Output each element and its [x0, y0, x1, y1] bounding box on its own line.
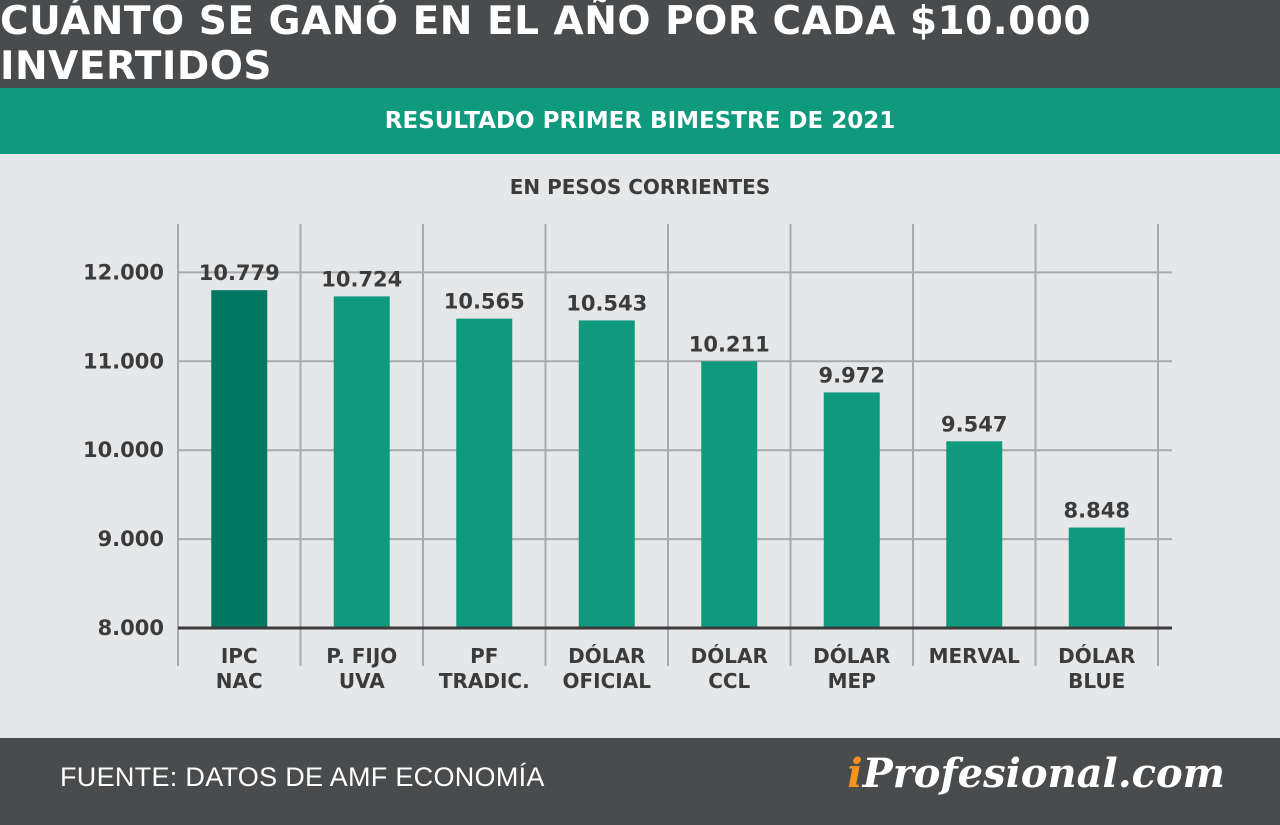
data-label: 10.779 — [199, 261, 280, 285]
x-tick-label: P. FIJO — [326, 644, 397, 668]
y-tick-label: 9.000 — [98, 527, 164, 551]
bar — [701, 361, 758, 628]
bar — [333, 296, 390, 628]
data-label: 10.211 — [689, 332, 770, 356]
x-tick-label: DÓLAR — [568, 644, 645, 668]
data-label: 10.724 — [321, 267, 402, 291]
x-tick-label: UVA — [339, 669, 385, 693]
y-tick-label: 8.000 — [98, 616, 164, 640]
x-tick-label: DÓLAR — [1058, 644, 1135, 668]
brand-logo-i: i — [847, 750, 863, 797]
x-tick-label: MEP — [828, 669, 876, 693]
x-tick-label: OFICIAL — [563, 669, 652, 693]
y-tick-label: 10.000 — [83, 438, 164, 462]
bar — [578, 320, 635, 628]
x-tick-label: DÓLAR — [813, 644, 890, 668]
y-tick-label: 12.000 — [83, 260, 164, 284]
x-tick-label: CCL — [708, 669, 750, 693]
footer: FUENTE: DATOS DE AMF ECONOMÍA iProfesion… — [0, 738, 1280, 825]
chart-subtitle: RESULTADO PRIMER BIMESTRE DE 2021 — [0, 88, 1280, 154]
chart-heading: EN PESOS CORRIENTES — [510, 175, 771, 199]
bar — [1068, 527, 1125, 628]
x-tick-label: PF — [470, 644, 498, 668]
x-tick-label: TRADIC. — [439, 669, 530, 693]
bar — [823, 392, 880, 628]
bar — [211, 290, 268, 628]
x-tick-label: BLUE — [1068, 669, 1125, 693]
x-tick-label: MERVAL — [929, 644, 1021, 668]
x-tick-label: DÓLAR — [691, 644, 768, 668]
x-tick-label: IPC — [221, 644, 258, 668]
chart-title: CUÁNTO SE GANÓ EN EL AÑO POR CADA $10.00… — [0, 0, 1280, 89]
data-label: 8.848 — [1064, 499, 1130, 523]
bar — [456, 318, 513, 628]
data-label: 9.547 — [941, 412, 1007, 436]
y-tick-label: 11.000 — [83, 349, 164, 373]
bar-chart: EN PESOS CORRIENTES 8.000 9.000 10.000 11.00… — [83, 175, 1172, 693]
brand-logo-text: Profesional.com — [862, 750, 1225, 797]
data-label: 10.543 — [566, 291, 647, 315]
data-label: 9.972 — [819, 363, 885, 387]
brand-logo: iProfesional.com — [847, 750, 1225, 797]
x-tick-label: NAC — [216, 669, 263, 693]
bar — [946, 441, 1003, 628]
chart-area: EN PESOS CORRIENTES 8.000 9.000 10.000 11.00… — [0, 154, 1280, 738]
source-note: FUENTE: DATOS DE AMF ECONOMÍA — [60, 762, 545, 792]
data-label: 10.565 — [444, 290, 525, 314]
